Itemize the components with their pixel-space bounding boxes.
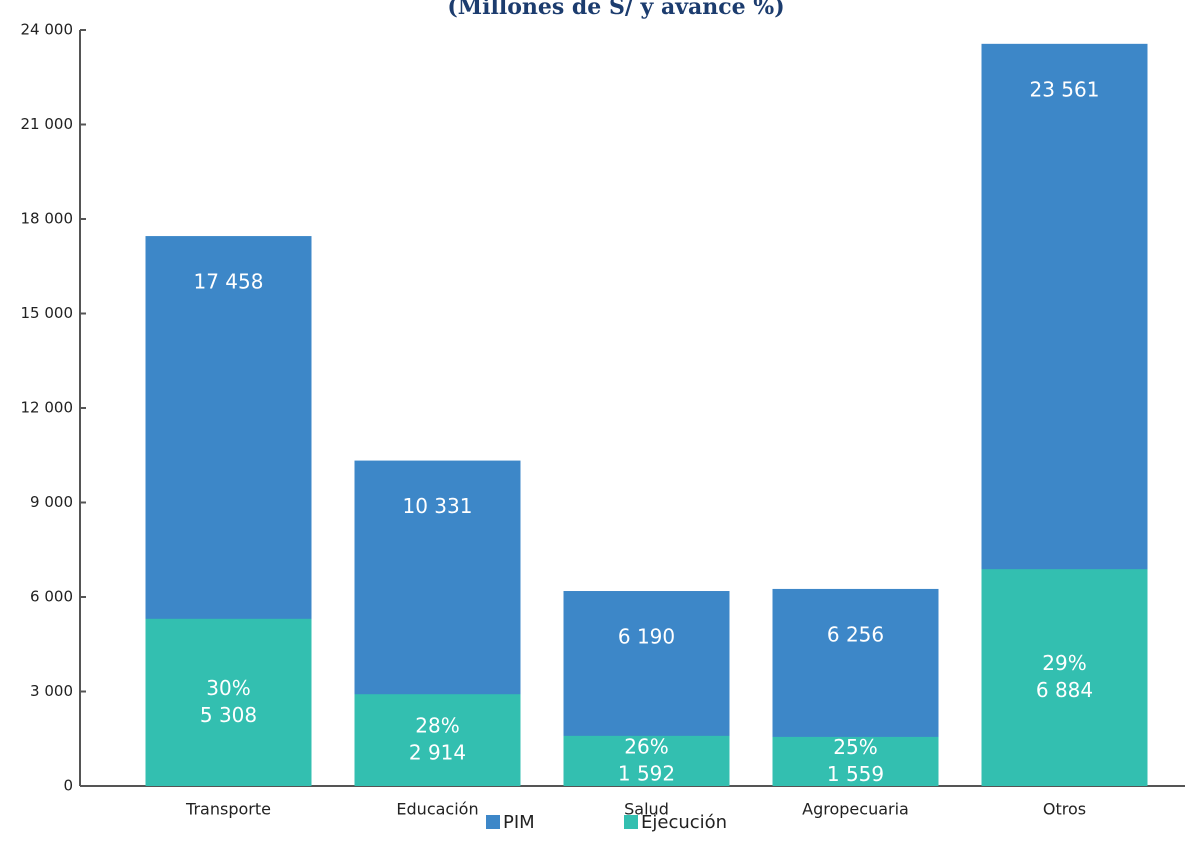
- x-tick-label: Transporte: [185, 800, 271, 819]
- y-tick-label: 21 000: [21, 115, 74, 133]
- value-label: 1 559: [827, 762, 884, 786]
- legend-label: Ejecución: [641, 812, 727, 833]
- share-label: 25%: [833, 735, 877, 759]
- share-label: 28%: [415, 714, 459, 738]
- share-label: 30%: [206, 676, 250, 700]
- share-label: 29%: [1042, 651, 1086, 675]
- chart-title: (Millones de S/ y avance %): [447, 0, 784, 20]
- y-tick-label: 15 000: [21, 304, 74, 322]
- value-label: 5 308: [200, 703, 257, 727]
- x-tick-label: Otros: [1043, 800, 1086, 819]
- y-tick-label: 24 000: [21, 21, 74, 39]
- bar: [772, 736, 939, 786]
- y-tick-label: 9 000: [30, 493, 73, 511]
- y-tick-label: 3 000: [30, 682, 73, 700]
- bar: [563, 735, 730, 786]
- x-tick-label: Educación: [396, 800, 478, 819]
- value-label: 1 592: [618, 761, 675, 785]
- y-tick-label: 12 000: [21, 399, 74, 417]
- bar: [354, 694, 521, 786]
- value-label: 10 331: [403, 494, 473, 518]
- value-label: 6 884: [1036, 678, 1093, 702]
- x-tick-label: Salud: [624, 800, 669, 819]
- value-label: 6 190: [618, 625, 675, 649]
- x-tick-label: Agropecuaria: [802, 800, 909, 819]
- share-label: 26%: [624, 734, 668, 758]
- legend-swatch: [624, 815, 638, 829]
- y-tick-label: 0: [63, 777, 73, 795]
- bar: [145, 618, 312, 786]
- bar: [981, 569, 1148, 786]
- value-label: 23 561: [1030, 77, 1100, 101]
- value-label: 17 458: [194, 270, 264, 294]
- legend-label: PIM: [503, 812, 535, 833]
- legend-swatch: [486, 815, 500, 829]
- y-tick-label: 6 000: [30, 588, 73, 606]
- value-label: 2 914: [409, 741, 466, 765]
- y-tick-label: 18 000: [21, 210, 74, 228]
- value-label: 6 256: [827, 622, 884, 646]
